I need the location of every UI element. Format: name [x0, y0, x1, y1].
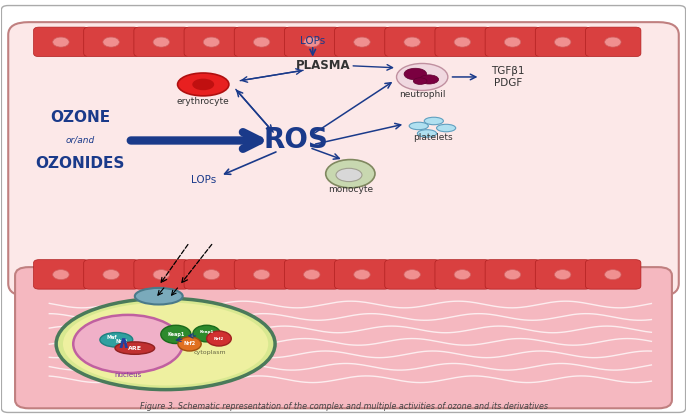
- FancyBboxPatch shape: [535, 260, 591, 289]
- FancyBboxPatch shape: [34, 260, 89, 289]
- Text: Nrf2: Nrf2: [115, 339, 127, 344]
- FancyBboxPatch shape: [335, 27, 390, 56]
- FancyBboxPatch shape: [134, 260, 190, 289]
- Ellipse shape: [56, 298, 275, 390]
- FancyBboxPatch shape: [184, 27, 240, 56]
- Ellipse shape: [436, 124, 455, 132]
- FancyBboxPatch shape: [585, 27, 641, 56]
- FancyBboxPatch shape: [585, 260, 641, 289]
- Text: ARE: ARE: [128, 346, 142, 351]
- Circle shape: [203, 270, 220, 280]
- Circle shape: [554, 270, 571, 280]
- Text: Maf: Maf: [107, 335, 117, 340]
- Text: cytoplasm: cytoplasm: [194, 350, 227, 355]
- Circle shape: [554, 37, 571, 47]
- Text: ECM: ECM: [484, 270, 505, 280]
- Circle shape: [354, 270, 370, 280]
- Ellipse shape: [177, 73, 229, 96]
- Circle shape: [605, 270, 621, 280]
- FancyBboxPatch shape: [84, 27, 139, 56]
- FancyBboxPatch shape: [435, 260, 491, 289]
- Ellipse shape: [115, 342, 155, 354]
- Text: OZONIDES: OZONIDES: [36, 156, 125, 171]
- Text: neutrophil: neutrophil: [399, 90, 445, 99]
- FancyBboxPatch shape: [535, 27, 591, 56]
- FancyBboxPatch shape: [184, 260, 240, 289]
- Ellipse shape: [420, 75, 438, 84]
- Ellipse shape: [326, 160, 375, 188]
- Circle shape: [254, 37, 270, 47]
- Text: LOPs: LOPs: [190, 175, 216, 185]
- Text: platelets: platelets: [413, 133, 452, 142]
- FancyBboxPatch shape: [485, 260, 541, 289]
- FancyBboxPatch shape: [34, 27, 89, 56]
- Text: Nrf2: Nrf2: [183, 342, 196, 347]
- FancyBboxPatch shape: [15, 267, 672, 408]
- Circle shape: [454, 270, 471, 280]
- Circle shape: [504, 37, 521, 47]
- Text: monocyte: monocyte: [328, 185, 373, 194]
- Circle shape: [454, 37, 471, 47]
- Circle shape: [178, 337, 201, 351]
- Ellipse shape: [192, 79, 214, 90]
- Circle shape: [304, 37, 320, 47]
- Circle shape: [207, 331, 232, 346]
- Ellipse shape: [404, 68, 427, 80]
- FancyBboxPatch shape: [284, 260, 340, 289]
- FancyBboxPatch shape: [234, 260, 290, 289]
- Text: PLASMA: PLASMA: [295, 59, 350, 72]
- Ellipse shape: [396, 64, 448, 90]
- Circle shape: [161, 325, 191, 344]
- Text: or/and: or/and: [65, 136, 95, 145]
- Ellipse shape: [63, 303, 268, 385]
- Circle shape: [504, 270, 521, 280]
- Circle shape: [203, 37, 220, 47]
- FancyBboxPatch shape: [84, 260, 139, 289]
- Circle shape: [605, 37, 621, 47]
- Text: ROS: ROS: [263, 127, 328, 155]
- FancyBboxPatch shape: [284, 27, 340, 56]
- Ellipse shape: [135, 288, 183, 304]
- Ellipse shape: [100, 333, 133, 347]
- Circle shape: [193, 325, 221, 342]
- Circle shape: [153, 270, 170, 280]
- Circle shape: [53, 270, 69, 280]
- Ellipse shape: [74, 315, 183, 373]
- FancyBboxPatch shape: [1, 5, 686, 413]
- Text: OZONE: OZONE: [50, 110, 110, 125]
- Text: LOPs: LOPs: [300, 36, 326, 46]
- Text: erythrocyte: erythrocyte: [177, 97, 229, 105]
- Text: TGFβ1
PDGF: TGFβ1 PDGF: [491, 66, 524, 88]
- Circle shape: [103, 37, 120, 47]
- FancyBboxPatch shape: [385, 260, 440, 289]
- Circle shape: [53, 37, 69, 47]
- FancyBboxPatch shape: [335, 260, 390, 289]
- FancyBboxPatch shape: [485, 27, 541, 56]
- Circle shape: [404, 37, 420, 47]
- Ellipse shape: [336, 168, 362, 181]
- Circle shape: [304, 270, 320, 280]
- Text: nucleus: nucleus: [114, 372, 142, 378]
- FancyBboxPatch shape: [8, 22, 679, 296]
- Circle shape: [354, 37, 370, 47]
- Ellipse shape: [418, 130, 436, 137]
- Circle shape: [103, 270, 120, 280]
- Text: ∧: ∧: [116, 334, 130, 352]
- Ellipse shape: [425, 117, 443, 125]
- FancyBboxPatch shape: [134, 27, 190, 56]
- Circle shape: [153, 37, 170, 47]
- Circle shape: [254, 270, 270, 280]
- FancyBboxPatch shape: [435, 27, 491, 56]
- Text: Keap1: Keap1: [199, 330, 214, 334]
- FancyBboxPatch shape: [234, 27, 290, 56]
- Text: Nrf2: Nrf2: [214, 336, 224, 341]
- Circle shape: [404, 270, 420, 280]
- Ellipse shape: [414, 78, 427, 84]
- FancyBboxPatch shape: [385, 27, 440, 56]
- Text: Figure 3. Schematic representation of the complex and multiple activities of ozo: Figure 3. Schematic representation of th…: [139, 402, 548, 411]
- Text: Keap1: Keap1: [167, 332, 185, 337]
- Ellipse shape: [409, 122, 428, 130]
